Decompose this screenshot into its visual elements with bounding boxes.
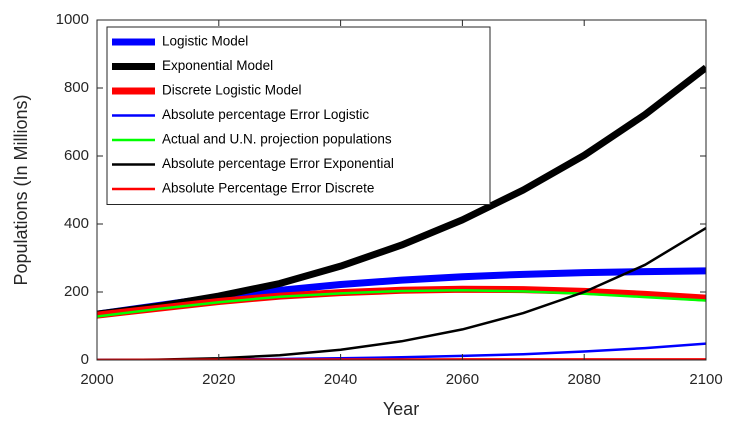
y-tick-label: 800 [64, 79, 89, 96]
plot-frame [96, 19, 707, 361]
x-axis-label: Year [383, 399, 419, 419]
y-tick-label: 1000 [56, 11, 89, 28]
y-tick-label: 0 [81, 351, 89, 368]
legend-label: Discrete Logistic Model [162, 83, 302, 98]
series-line [97, 64, 706, 318]
legend-label: Absolute percentage Error Logistic [162, 107, 369, 122]
series-line [97, 289, 706, 318]
x-tick-label: 2040 [324, 371, 357, 388]
x-tick-label: 2000 [80, 371, 113, 388]
legend-label: Absolute percentage Error Exponential [162, 156, 394, 171]
y-tick-label: 200 [64, 283, 89, 300]
x-tick-label: 2060 [446, 371, 479, 388]
x-tick-label: 2100 [689, 371, 722, 388]
plot-lines [97, 64, 706, 360]
x-tick-label: 2020 [202, 371, 235, 388]
y-tick-label: 600 [64, 147, 89, 164]
y-tick-label: 400 [64, 215, 89, 232]
legend-label: Exponential Model [162, 58, 273, 73]
legend-label: Actual and U.N. projection populations [162, 132, 392, 147]
x-tick-label: 2080 [568, 371, 601, 388]
y-axis-label: Populations (In Millions) [11, 94, 31, 285]
legend-label: Absolute Percentage Error Discrete [162, 181, 374, 196]
legend-box [106, 26, 491, 205]
legend-label: Logistic Model [162, 34, 248, 49]
